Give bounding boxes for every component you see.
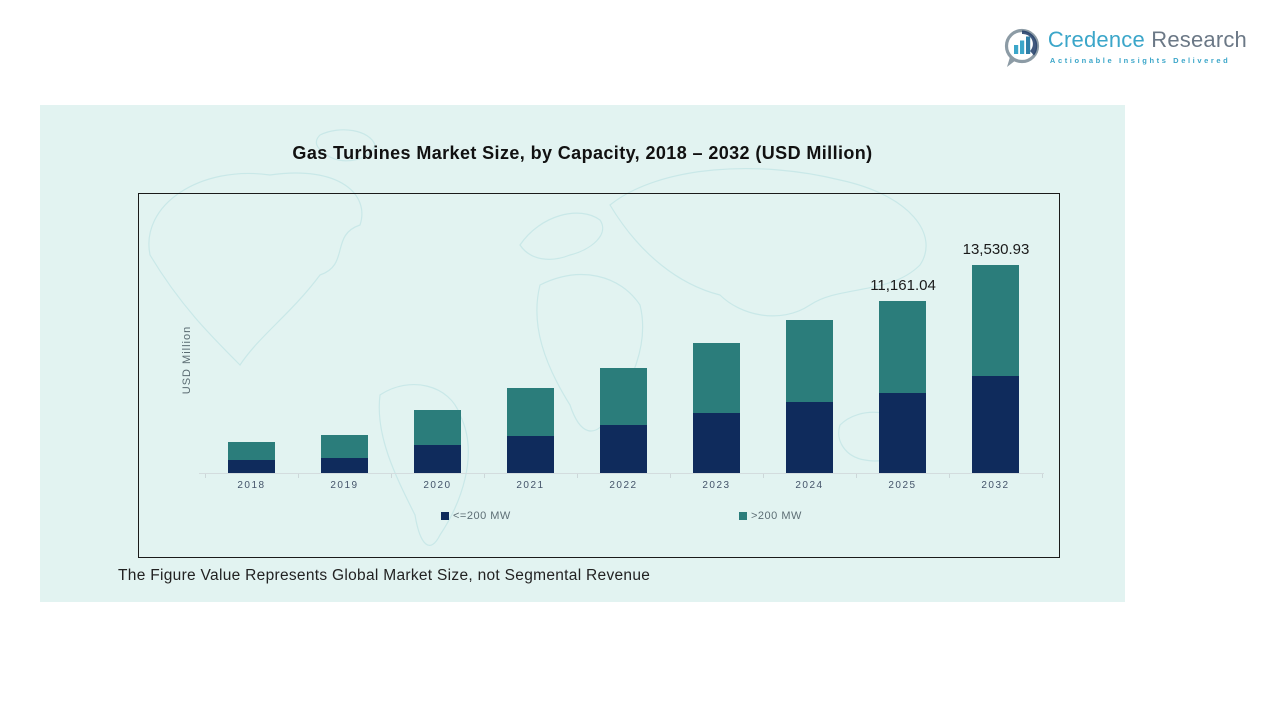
legend-entry-le200: <=200 MW bbox=[441, 510, 511, 522]
bar-group-2023 bbox=[670, 343, 763, 473]
legend-swatch-teal bbox=[739, 512, 747, 520]
bar-segment-le200-2022 bbox=[600, 425, 647, 473]
bar-segment-gt200-2020 bbox=[414, 410, 461, 445]
logo-title: Credence Research bbox=[1048, 27, 1247, 53]
x-axis-label-2019: 2019 bbox=[330, 480, 359, 491]
world-map-watermark bbox=[148, 129, 927, 546]
x-axis-label-2032: 2032 bbox=[981, 480, 1010, 491]
x-axis-tick bbox=[949, 474, 950, 478]
bar-segment-le200-2025 bbox=[879, 393, 926, 473]
credence-research-logo: Credence Research Actionable Insights De… bbox=[1002, 27, 1247, 69]
bar-segment-le200-2023 bbox=[693, 413, 740, 473]
logo-brand-secondary: Research bbox=[1151, 27, 1247, 52]
legend-label-le200: <=200 MW bbox=[453, 510, 511, 522]
x-axis-tick bbox=[298, 474, 299, 478]
bar-group-2021 bbox=[484, 388, 577, 473]
footnote: The Figure Value Represents Global Marke… bbox=[118, 567, 651, 584]
x-axis-label-2024: 2024 bbox=[795, 480, 824, 491]
bar-group-2024 bbox=[763, 320, 856, 473]
legend-label-gt200: >200 MW bbox=[751, 510, 802, 522]
bar-segment-gt200-2022 bbox=[600, 368, 647, 425]
bar-segment-gt200-2032 bbox=[972, 265, 1019, 376]
x-axis-tick bbox=[856, 474, 857, 478]
bar-group-2019 bbox=[298, 435, 391, 473]
bar-group-2022 bbox=[577, 368, 670, 473]
bar-group-2032: 13,530.93 bbox=[949, 241, 1042, 473]
x-axis-tick bbox=[763, 474, 764, 478]
bar-segment-gt200-2018 bbox=[228, 442, 275, 460]
x-axis-tick bbox=[391, 474, 392, 478]
bar-segment-le200-2018 bbox=[228, 460, 275, 473]
chart-title: Gas Turbines Market Size, by Capacity, 2… bbox=[292, 143, 873, 163]
bar-group-2025: 11,161.04 bbox=[856, 277, 949, 473]
chart-panel: Gas Turbines Market Size, by Capacity, 2… bbox=[40, 105, 1125, 602]
x-axis-label-2018: 2018 bbox=[237, 480, 266, 491]
legend-swatch-navy bbox=[441, 512, 449, 520]
logo-brand-primary: Credence bbox=[1047, 27, 1145, 52]
logo-tagline: Actionable Insights Delivered bbox=[1049, 56, 1231, 65]
x-axis-label-2025: 2025 bbox=[888, 480, 917, 491]
legend-entry-gt200: >200 MW bbox=[739, 510, 802, 522]
bar-group-2018 bbox=[205, 442, 298, 473]
x-axis-label-2022: 2022 bbox=[609, 480, 638, 491]
x-axis-label-2021: 2021 bbox=[516, 480, 545, 491]
bar-segment-le200-2024 bbox=[786, 402, 833, 473]
x-axis-tick bbox=[484, 474, 485, 478]
bar-segment-gt200-2019 bbox=[321, 435, 368, 458]
bar-segment-gt200-2023 bbox=[693, 343, 740, 413]
x-axis-label-2020: 2020 bbox=[423, 480, 452, 491]
bar-segment-le200-2019 bbox=[321, 458, 368, 473]
bar-segment-gt200-2025 bbox=[879, 301, 926, 393]
bar-segment-le200-2020 bbox=[414, 445, 461, 473]
bar-group-2020 bbox=[391, 410, 484, 473]
y-axis-label: USD Million bbox=[181, 325, 194, 395]
legend: <=200 MW >200 MW bbox=[139, 510, 1059, 526]
x-axis-label-2023: 2023 bbox=[702, 480, 731, 491]
bars-area: 11,161.04 13,530.93 bbox=[205, 194, 1042, 473]
bar-segment-gt200-2021 bbox=[507, 388, 554, 436]
bar-segment-le200-2032 bbox=[972, 376, 1019, 473]
bar-chart-circle-icon bbox=[1002, 27, 1042, 69]
x-axis-line bbox=[199, 473, 1044, 474]
plot-area: USD Million 11,161.04 13,530.93 2018 2019 2… bbox=[138, 193, 1060, 558]
x-axis-tick bbox=[1042, 474, 1043, 478]
x-axis-tick bbox=[670, 474, 671, 478]
x-axis-tick bbox=[205, 474, 206, 478]
bar-value-label-2025: 11,161.04 bbox=[870, 277, 936, 294]
x-axis-tick bbox=[577, 474, 578, 478]
bar-segment-gt200-2024 bbox=[786, 320, 833, 402]
x-axis-labels: 2018 2019 2020 2021 2022 2023 2024 2025 2032 bbox=[205, 480, 1042, 494]
bar-segment-le200-2021 bbox=[507, 436, 554, 473]
bar-value-label-2032: 13,530.93 bbox=[962, 241, 1030, 258]
